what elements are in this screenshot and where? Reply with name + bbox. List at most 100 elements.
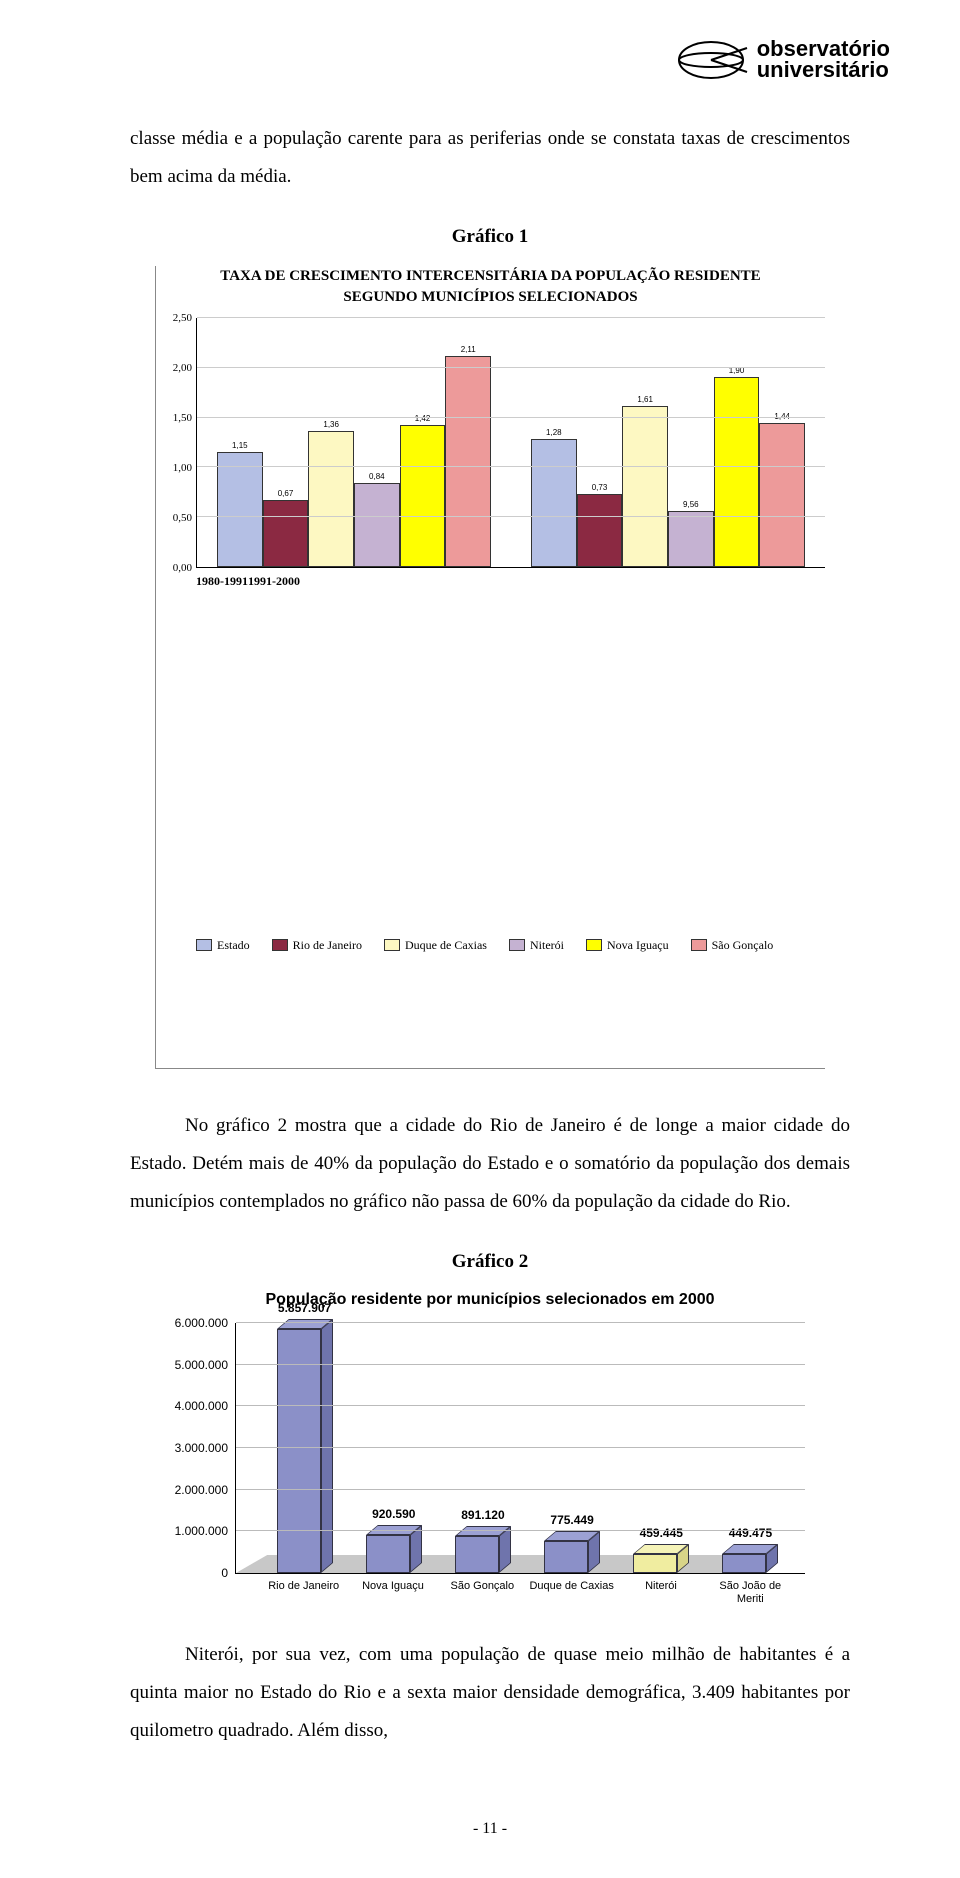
chart2-bar-3d	[633, 1544, 689, 1573]
chart1-category: 1991-2000	[248, 568, 300, 818]
chart1-xaxis: 1980-19911991-2000	[196, 568, 300, 818]
chart1-heading: Gráfico 1	[130, 226, 850, 248]
chart1-yaxis: 0,000,501,001,502,002,50	[156, 318, 196, 568]
chart2: População residente por municípios selec…	[155, 1291, 825, 1606]
chart2-bar-3d	[544, 1531, 600, 1573]
chart2-bar-value: 459.445	[640, 1526, 683, 1540]
chart2-ytick: 1.000.000	[175, 1524, 228, 1538]
chart1-bar-value: 1,15	[232, 441, 248, 450]
chart1-legend-item: São Gonçalo	[691, 836, 774, 1054]
chart1-bar-rect	[577, 494, 623, 567]
chart1-bar: 9,56	[668, 500, 714, 567]
chart1-bar: 0,73	[577, 483, 623, 567]
chart1-ytick: 0,50	[173, 512, 192, 524]
chart1-bar-rect	[622, 406, 668, 567]
chart1-legend-label: Nova Iguaçu	[607, 938, 669, 953]
chart2-ytick: 3.000.000	[175, 1441, 228, 1455]
chart2-title: População residente por municípios selec…	[155, 1291, 825, 1309]
chart1-bar-value: 0,84	[369, 472, 385, 481]
chart2-bar-value: 775.449	[550, 1513, 593, 1527]
chart1-legend-label: Niterói	[530, 938, 564, 953]
chart1-legend-swatch	[586, 939, 602, 951]
chart1-legend-label: Duque de Caxias	[405, 938, 487, 953]
chart2-bar-3d	[277, 1319, 333, 1573]
chart1-bar-value: 9,56	[683, 500, 699, 509]
chart1-group: 1,150,671,360,841,422,11	[197, 318, 511, 567]
chart2-ytick: 2.000.000	[175, 1483, 228, 1497]
chart1-legend-swatch	[196, 939, 212, 951]
chart2-bar-value: 5.857.907	[278, 1301, 331, 1315]
chart2-heading: Gráfico 2	[130, 1251, 850, 1273]
chart1-legend-swatch	[509, 939, 525, 951]
chart1-legend-item: Duque de Caxias	[384, 836, 487, 1054]
chart2-bar-value: 891.120	[461, 1508, 504, 1522]
chart2-category: Nova Iguaçu	[348, 1574, 437, 1606]
paragraph-1: classe média e a população carente para …	[130, 120, 850, 196]
chart1-bar-rect	[308, 431, 354, 567]
logo-text: observatório universitário	[757, 39, 890, 81]
chart2-gridline	[236, 1364, 805, 1365]
chart1-legend-swatch	[384, 939, 400, 951]
chart1-bar-rect	[714, 377, 760, 567]
chart2-bar: 5.857.907	[260, 1301, 349, 1573]
chart1-bar-rect	[759, 423, 805, 567]
chart1-bar: 0,84	[354, 472, 400, 567]
chart1-bar-rect	[668, 511, 714, 567]
chart2-bar: 449.475	[706, 1526, 795, 1573]
chart1-legend-swatch	[691, 939, 707, 951]
chart1-legend-item: Nova Iguaçu	[586, 836, 669, 1054]
chart2-category: Duque de Caxias	[527, 1574, 616, 1606]
chart1-gridline	[197, 516, 825, 517]
chart1-bar-rect	[445, 356, 491, 567]
chart1-bar: 0,67	[263, 489, 309, 567]
chart1-title: TAXA DE CRESCIMENTO INTERCENSITÁRIA DA P…	[156, 266, 825, 308]
chart1-bar: 1,36	[308, 420, 354, 567]
chart1-bar-rect	[400, 425, 446, 567]
chart1-title-line2: SEGUNDO MUNICÍPIOS SELECIONADOS	[343, 289, 637, 305]
paragraph-2: No gráfico 2 mostra que a cidade do Rio …	[130, 1107, 850, 1221]
chart1-ytick: 2,00	[173, 362, 192, 374]
observatorio-logo-icon	[671, 30, 751, 90]
chart1-bar: 1,61	[622, 395, 668, 567]
chart2-bar-3d	[722, 1544, 778, 1573]
chart1-bar-rect	[263, 500, 309, 567]
chart1-bar-value: 0,67	[278, 489, 294, 498]
chart1-legend-item: Estado	[196, 836, 250, 1054]
chart1-legend-label: São Gonçalo	[712, 938, 774, 953]
chart1-gridline	[197, 417, 825, 418]
chart2-gridline	[236, 1489, 805, 1490]
chart2-xaxis: Rio de JaneiroNova IguaçuSão GonçaloDuqu…	[235, 1574, 805, 1606]
chart2-bar-value: 920.590	[372, 1507, 415, 1521]
chart1-title-line1: TAXA DE CRESCIMENTO INTERCENSITÁRIA DA P…	[220, 268, 760, 284]
chart2-bar: 920.590	[349, 1507, 438, 1573]
logo-line2: universitário	[757, 60, 890, 81]
chart2-gridline	[236, 1405, 805, 1406]
chart1-plot-area: 1,150,671,360,841,422,111,280,731,619,56…	[196, 318, 825, 568]
chart2-bar: 775.449	[528, 1513, 617, 1573]
chart1-ytick: 1,50	[173, 412, 192, 424]
chart1-bar-value: 1,61	[637, 395, 653, 404]
chart1-legend: Estado Rio de Janeiro Duque de Caxias Niter…	[196, 836, 773, 1054]
chart2-bar-3d	[366, 1525, 422, 1573]
chart2-gridline	[236, 1530, 805, 1531]
chart2-bar-value: 449.475	[729, 1526, 772, 1540]
chart1-legend-swatch	[272, 939, 288, 951]
chart1-gridline	[197, 317, 825, 318]
chart1-bar: 1,42	[400, 414, 446, 567]
chart1-bar: 1,44	[759, 412, 805, 567]
chart2-gridline	[236, 1447, 805, 1448]
chart1: TAXA DE CRESCIMENTO INTERCENSITÁRIA DA P…	[155, 266, 825, 1069]
chart2-category: São Gonçalo	[438, 1574, 527, 1606]
header-logo: observatório universitário	[671, 30, 890, 90]
chart1-bar-value: 0,73	[592, 483, 608, 492]
chart2-category: São João de Meriti	[706, 1574, 795, 1606]
chart1-legend-label: Rio de Janeiro	[293, 938, 362, 953]
chart2-bar: 891.120	[438, 1508, 527, 1573]
chart1-bar-rect	[217, 452, 263, 567]
chart2-plot-area: 01.000.0002.000.0003.000.0004.000.0005.0…	[235, 1323, 805, 1574]
chart1-bar-value: 1,36	[323, 420, 339, 429]
chart2-bar: 459.445	[617, 1526, 706, 1573]
chart1-ytick: 1,00	[173, 462, 192, 474]
chart1-bar: 1,15	[217, 441, 263, 567]
chart2-category: Niterói	[616, 1574, 705, 1606]
